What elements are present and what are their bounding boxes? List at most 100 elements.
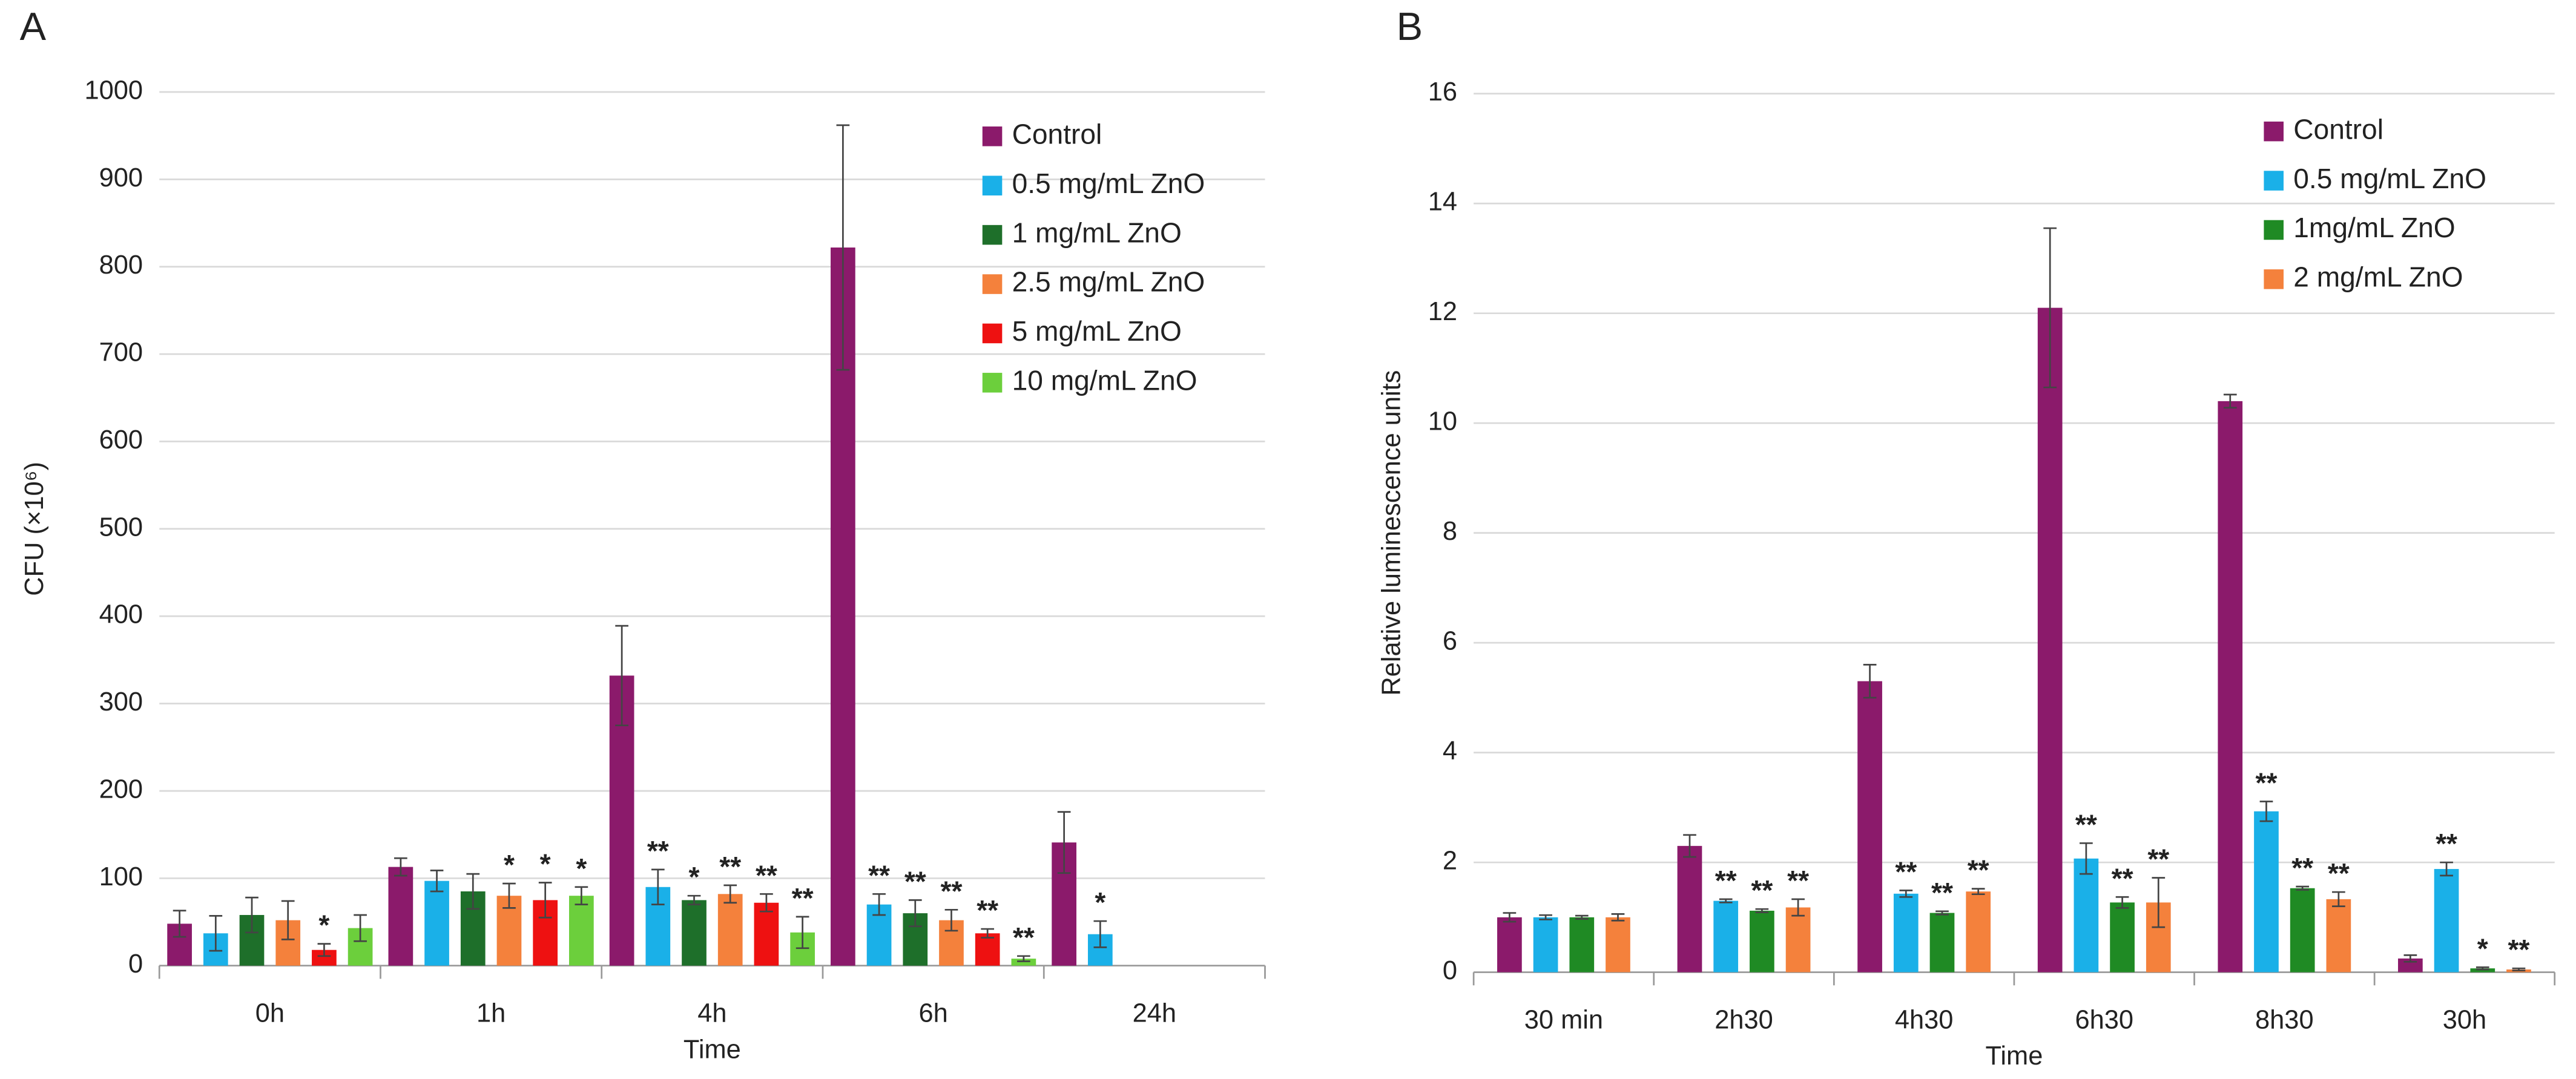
- bar: [424, 881, 449, 966]
- significance-label: **: [1787, 865, 1809, 896]
- x-tick-label: 0h: [255, 999, 285, 1028]
- legend-swatch: [982, 373, 1003, 393]
- error-bar: [1503, 912, 1517, 923]
- error-bar: [1935, 910, 1949, 916]
- significance-label: **: [719, 851, 741, 882]
- y-tick-label: 10: [1428, 407, 1457, 436]
- x-tick-label: 30h: [2443, 1005, 2486, 1034]
- bar: [2434, 868, 2459, 972]
- legend-swatch: [982, 175, 1003, 195]
- x-axis-label: Time: [684, 1035, 741, 1064]
- x-tick-label: 30 min: [1524, 1005, 1603, 1034]
- error-bar: [575, 886, 588, 905]
- error-bar: [723, 884, 737, 904]
- significance-label: *: [2477, 933, 2488, 964]
- legend-label: 2 mg/mL ZnO: [2293, 261, 2463, 293]
- error-bar: [1093, 920, 1107, 948]
- y-axis-label: CFU (×10⁶): [20, 462, 49, 596]
- bar: [569, 896, 594, 966]
- error-bar: [2259, 800, 2273, 822]
- bar: [388, 867, 413, 966]
- error-bar: [354, 914, 367, 942]
- error-bar: [981, 928, 995, 939]
- significance-label: **: [1895, 856, 1917, 887]
- error-bar: [394, 857, 407, 877]
- significance-label: **: [756, 859, 777, 891]
- bar: [2074, 858, 2099, 972]
- error-bar: [1755, 908, 1769, 913]
- error-bar: [760, 893, 773, 913]
- error-bar: [1863, 664, 1877, 699]
- bar: [1857, 681, 1882, 972]
- x-tick-label: 6h30: [2075, 1005, 2133, 1034]
- legend-label: 5 mg/mL ZnO: [1012, 315, 1182, 347]
- error-bar: [2080, 842, 2093, 875]
- y-tick-label: 0: [128, 949, 143, 979]
- error-bar: [209, 915, 223, 952]
- significance-label: **: [904, 865, 926, 897]
- y-tick-label: 6: [1443, 627, 1457, 656]
- error-bar: [2296, 885, 2310, 891]
- error-bar: [872, 893, 886, 916]
- error-bar: [651, 868, 665, 905]
- y-tick-label: 4: [1443, 736, 1457, 766]
- error-bar: [1017, 955, 1030, 962]
- legend-label: Control: [2293, 113, 2383, 145]
- bar: [2326, 899, 2351, 972]
- bar: [754, 902, 779, 966]
- error-bar: [502, 882, 516, 909]
- error-bar: [2223, 393, 2237, 409]
- significance-label: **: [2508, 934, 2530, 965]
- bar: [1677, 845, 1702, 972]
- bar: [2470, 968, 2495, 972]
- legend-swatch: [2264, 220, 2284, 240]
- error-bar: [796, 916, 809, 949]
- bar: [682, 900, 707, 966]
- error-bar: [538, 882, 552, 919]
- x-tick-label: 8h30: [2255, 1005, 2314, 1034]
- significance-label: **: [1715, 865, 1737, 896]
- panel-label: B: [1397, 4, 1423, 48]
- significance-label: **: [2291, 852, 2313, 884]
- y-tick-label: 400: [99, 600, 143, 629]
- error-bar: [2152, 877, 2166, 928]
- x-tick-label: 4h30: [1895, 1005, 1954, 1034]
- error-bar: [466, 873, 480, 910]
- legend-swatch: [982, 126, 1003, 146]
- error-bar: [1971, 888, 1985, 896]
- y-tick-label: 200: [99, 775, 143, 804]
- error-bar: [173, 910, 186, 938]
- y-tick-label: 2: [1443, 847, 1457, 876]
- bar: [1011, 959, 1036, 966]
- error-bar: [245, 896, 259, 934]
- error-bar: [317, 943, 331, 957]
- legend-swatch: [982, 225, 1003, 245]
- significance-label: **: [1968, 854, 1989, 886]
- error-bar: [687, 894, 701, 905]
- y-tick-label: 16: [1428, 77, 1457, 107]
- y-tick-label: 14: [1428, 188, 1457, 217]
- x-tick-label: 6h: [918, 999, 947, 1028]
- legend-label: Control: [1012, 118, 1102, 149]
- legend-label: 1mg/mL ZnO: [2293, 212, 2455, 243]
- y-tick-label: 100: [99, 862, 143, 891]
- significance-label: **: [2256, 767, 2278, 798]
- bar: [2290, 888, 2315, 972]
- significance-label: **: [2112, 862, 2133, 894]
- significance-label: **: [2436, 828, 2457, 859]
- legend-label: 0.5 mg/mL ZnO: [1012, 168, 1205, 199]
- significance-label: *: [1095, 887, 1105, 918]
- bar: [2037, 307, 2063, 972]
- bar: [975, 933, 1000, 966]
- x-tick-label: 4h: [697, 999, 726, 1028]
- bar: [1893, 893, 1919, 972]
- bar: [1713, 900, 1739, 972]
- bar: [2218, 401, 2243, 972]
- legend-swatch: [982, 274, 1003, 294]
- bar: [2254, 811, 2279, 972]
- error-bar: [836, 124, 850, 371]
- error-bar: [1683, 834, 1696, 858]
- x-tick-label: 2h30: [1715, 1005, 1773, 1034]
- y-tick-label: 700: [99, 338, 143, 367]
- error-bar: [944, 908, 958, 932]
